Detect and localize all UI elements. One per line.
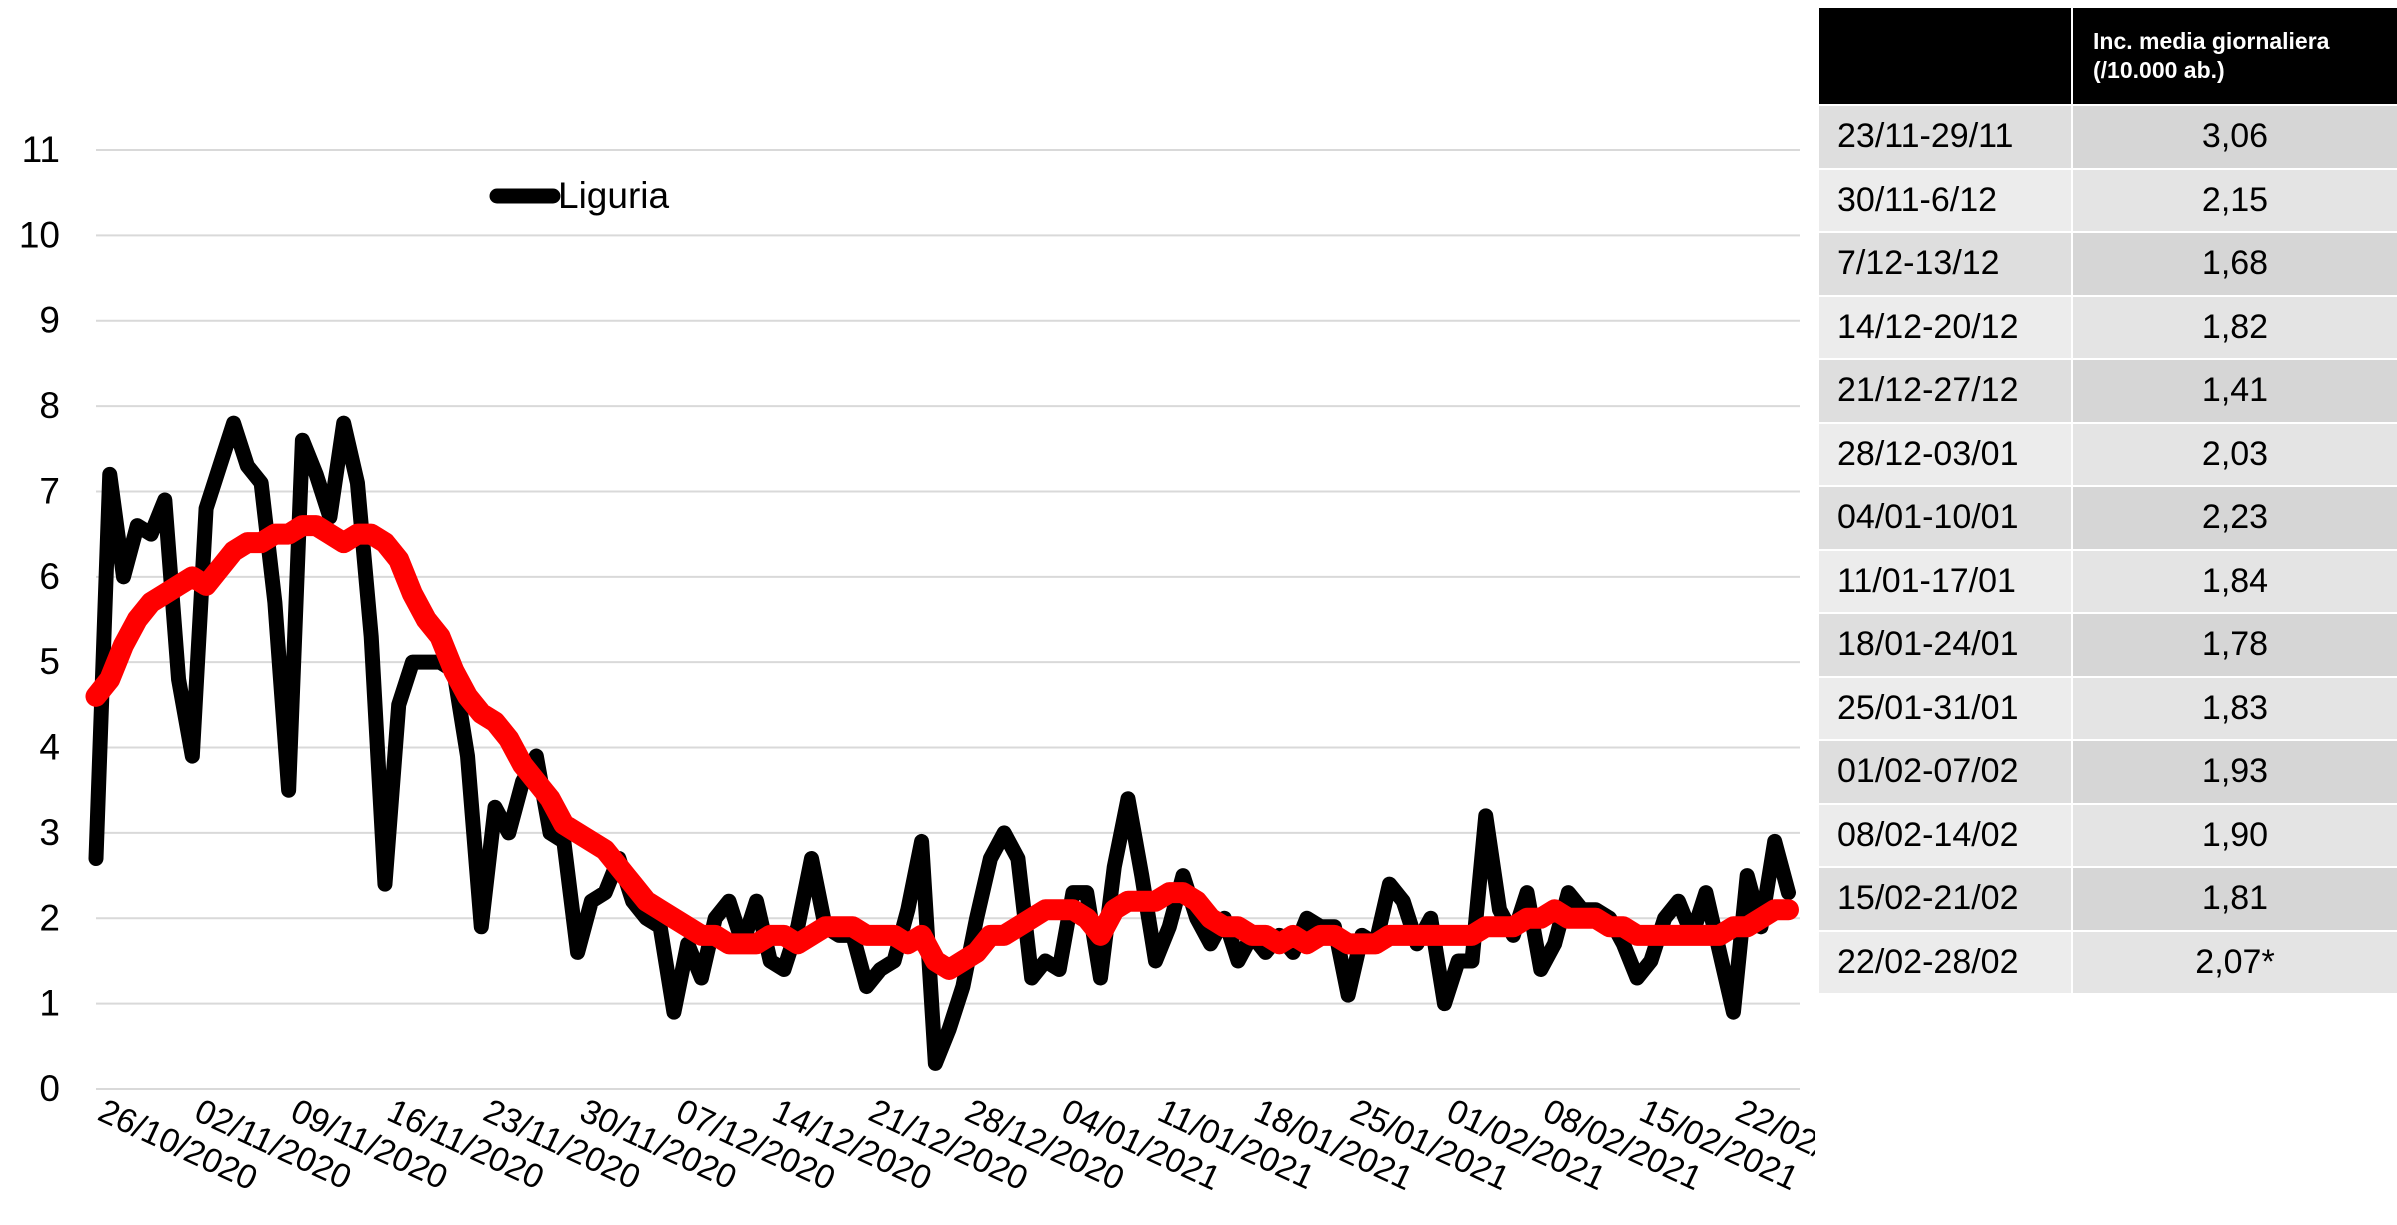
y-tick-label: 6: [39, 556, 60, 597]
row-value: 2,15: [2073, 169, 2397, 231]
row-label: 7/12-13/12: [1819, 233, 2071, 295]
header-cell: Inc. media giornaliera (/10.000 ab.): [2073, 8, 2397, 104]
row-value: 1,81: [2073, 868, 2397, 930]
data-line: [85, 515, 1799, 980]
row-value: 1,83: [2073, 677, 2397, 739]
y-tick-label: 4: [39, 727, 60, 768]
row-value: 1,90: [2073, 804, 2397, 866]
row-label: 11/01-17/01: [1819, 550, 2071, 612]
legend-label: Liguria: [558, 175, 669, 216]
y-tick-label: 10: [19, 214, 60, 255]
y-tick-label: 2: [39, 897, 60, 938]
row-value: 2,23: [2073, 487, 2397, 549]
y-tick-label: 3: [39, 812, 60, 853]
row-label: 18/01-24/01: [1819, 614, 2071, 676]
row-label: 30/11-6/12: [1819, 169, 2071, 231]
y-tick-label: 9: [39, 300, 60, 341]
row-value: 2,07*: [2073, 931, 2397, 993]
chart: 0123456789101126/10/202002/11/202009/11/…: [19, 129, 1815, 1198]
y-tick-label: 0: [39, 1068, 60, 1109]
row-value: 1,68: [2073, 233, 2397, 295]
y-tick-label: 1: [39, 983, 60, 1024]
row-label: 08/02-14/02: [1819, 804, 2071, 866]
row-value: 1,41: [2073, 360, 2397, 422]
row-label: 23/11-29/11: [1819, 106, 2071, 168]
header-blank: [1819, 8, 2071, 104]
y-tick-label: 7: [39, 470, 60, 511]
row-value: 3,06: [2073, 106, 2397, 168]
row-label: 25/01-31/01: [1819, 677, 2071, 739]
row-value: 1,93: [2073, 741, 2397, 803]
y-tick-label: 5: [39, 641, 60, 682]
row-label: 04/01-10/01: [1819, 487, 2071, 549]
row-label: 01/02-07/02: [1819, 741, 2071, 803]
row-label: 28/12-03/01: [1819, 423, 2071, 485]
row-value: 1,78: [2073, 614, 2397, 676]
row-label: 22/02-28/02: [1819, 931, 2071, 993]
row-value: 2,03: [2073, 423, 2397, 485]
row-label: 15/02-21/02: [1819, 868, 2071, 930]
row-label: 14/12-20/12: [1819, 296, 2071, 358]
row-label: 21/12-27/12: [1819, 360, 2071, 422]
y-tick-label: 11: [22, 129, 60, 170]
row-value: 1,84: [2073, 550, 2397, 612]
row-value: 1,82: [2073, 296, 2397, 358]
y-tick-label: 8: [39, 385, 60, 426]
